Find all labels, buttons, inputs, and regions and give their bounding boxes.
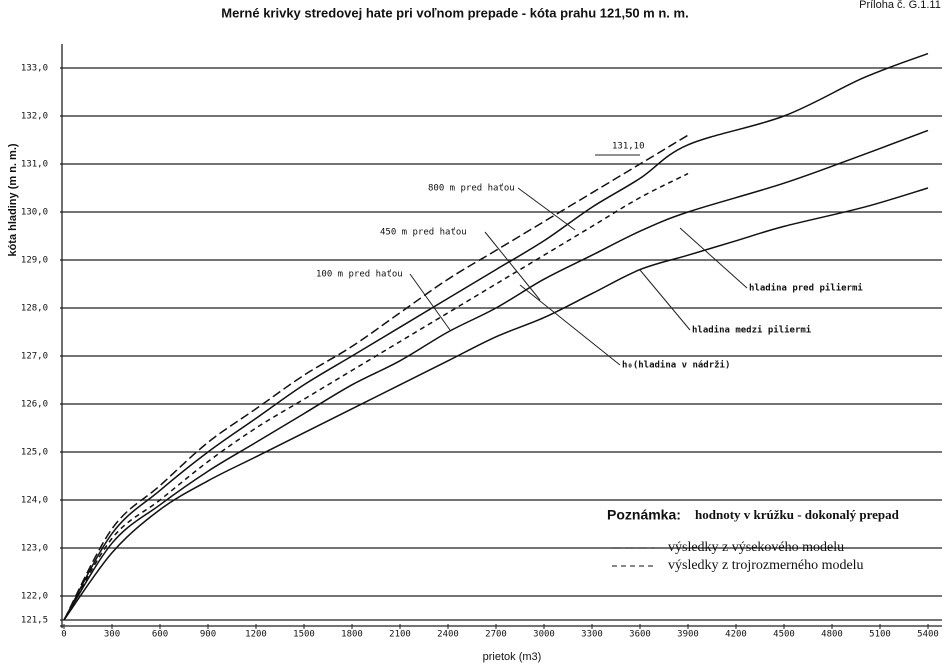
x-tick-label: 3900 bbox=[677, 630, 699, 640]
annotation: 131,10 bbox=[612, 142, 645, 152]
x-tick-label: 4800 bbox=[821, 630, 843, 640]
legend-label: výsledky z výsekového modelu bbox=[668, 540, 844, 555]
annotation-leader bbox=[484, 231, 541, 301]
series-label: h₀(hladina v nádrži) bbox=[622, 360, 730, 371]
x-tick-label: 1500 bbox=[293, 630, 315, 640]
x-tick-label: 3300 bbox=[581, 630, 603, 640]
series-line bbox=[63, 52, 929, 621]
series-line bbox=[63, 134, 689, 621]
y-tick-label: 127,0 bbox=[21, 352, 48, 362]
leader-line bbox=[519, 284, 621, 366]
x-tick-label: 300 bbox=[104, 630, 120, 640]
note-text: hodnoty v krúžku - dokonalý prepad bbox=[695, 507, 900, 522]
series-line bbox=[63, 129, 929, 621]
x-tick-label: 4500 bbox=[773, 630, 795, 640]
x-axis-label: prietok (m3) bbox=[483, 651, 542, 663]
y-tick-label: 128,0 bbox=[21, 304, 48, 314]
x-tick-label: 2700 bbox=[485, 630, 507, 640]
series-line bbox=[63, 187, 929, 621]
y-tick-label: 130,0 bbox=[21, 208, 48, 218]
legend-label: výsledky z trojrozmerného modelu bbox=[668, 558, 864, 573]
leader-line bbox=[639, 269, 691, 331]
x-tick-label: 1800 bbox=[341, 630, 363, 640]
x-tick-label: 2100 bbox=[389, 630, 411, 640]
annotation: 100 m pred haťou bbox=[316, 270, 403, 280]
series-label: hladina pred piliermi bbox=[749, 283, 863, 294]
x-tick-label: 0 bbox=[61, 630, 66, 640]
leader-line bbox=[679, 227, 748, 289]
y-tick-label: 126,0 bbox=[21, 400, 48, 410]
annotation-leader bbox=[409, 273, 451, 331]
y-tick-label: 129,0 bbox=[21, 256, 48, 266]
y-tick-label: 123,0 bbox=[21, 544, 48, 554]
note-label: Poznámka: bbox=[607, 507, 681, 523]
series-line bbox=[63, 172, 689, 621]
x-tick-label: 4200 bbox=[725, 630, 747, 640]
y-tick-label: 121,5 bbox=[21, 616, 48, 626]
series-label: hladina medzi piliermi bbox=[692, 325, 812, 336]
y-tick-label: 125,0 bbox=[21, 448, 48, 458]
x-tick-label: 600 bbox=[152, 630, 168, 640]
chart-title: Merné krivky stredovej hate pri voľnom p… bbox=[221, 5, 688, 20]
y-tick-label: 133,0 bbox=[21, 64, 48, 74]
y-tick-label: 124,0 bbox=[21, 496, 48, 506]
y-tick-label: 122,0 bbox=[21, 592, 48, 602]
x-tick-label: 3000 bbox=[533, 630, 555, 640]
x-tick-label: 3600 bbox=[629, 630, 651, 640]
annotation-leader bbox=[517, 187, 576, 231]
x-tick-label: 5100 bbox=[869, 630, 891, 640]
x-tick-label: 5400 bbox=[917, 630, 939, 640]
y-tick-label: 131,0 bbox=[21, 160, 48, 170]
y-tick-label: 132,0 bbox=[21, 112, 48, 122]
y-axis-label: kóta hladiny (m n. m.) bbox=[7, 143, 19, 256]
x-tick-label: 2400 bbox=[437, 630, 459, 640]
x-tick-label: 900 bbox=[200, 630, 216, 640]
annotation: 800 m pred haťou bbox=[428, 184, 515, 194]
x-tick-label: 1200 bbox=[245, 630, 267, 640]
annotation: 450 m pred haťou bbox=[380, 228, 467, 238]
appendix-label: Príloha č. G.1.11 bbox=[859, 0, 941, 11]
